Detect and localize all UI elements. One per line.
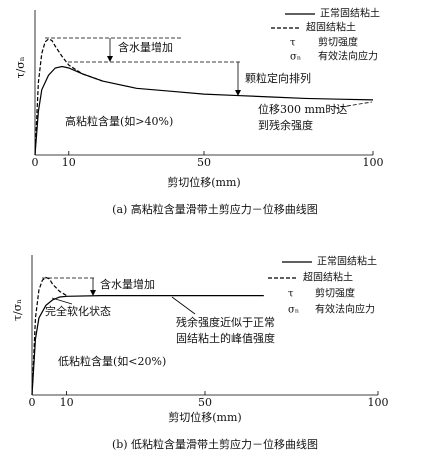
- curve: [34, 38, 103, 156]
- leader: [334, 101, 373, 109]
- annotation: 低粘粒含量(如<20%): [58, 354, 166, 368]
- caption: (a) 高粘粒含量滑带土剪应力－位移曲线图: [112, 202, 318, 216]
- annotation: 完全软化状态: [45, 304, 111, 318]
- legend-symbol: τ: [290, 38, 296, 49]
- legend-label: 正常固结粘土: [317, 255, 377, 268]
- x-tick-label: 100: [368, 396, 389, 409]
- annotation: 残余强度近似于正常: [176, 315, 275, 329]
- x-tick-label: 10: [60, 396, 74, 409]
- legend-label: 超固结粘土: [303, 271, 353, 284]
- x-tick-label: 50: [198, 396, 212, 409]
- x-tick-label: 0: [32, 156, 39, 169]
- x-tick-label: 100: [363, 156, 384, 169]
- legend-symbol-text: 剪切强度: [315, 287, 355, 300]
- annotation: 到残余强度: [258, 118, 313, 132]
- y-axis-label: τ/σₙ: [14, 56, 27, 78]
- x-axis-label: 剪切位移(mm): [167, 175, 240, 189]
- legend-symbol-text: 有效法向应力: [315, 303, 375, 316]
- annotation: 固结粘土的峰值强度: [176, 331, 275, 345]
- annotation: 含水量增加: [118, 40, 173, 54]
- annotation: 含水量增加: [100, 277, 155, 291]
- x-tick-label: 50: [197, 156, 211, 169]
- legend-symbol-text: 有效法向应力: [318, 50, 378, 63]
- x-tick-label: 10: [62, 156, 76, 169]
- arrow-head: [235, 90, 241, 96]
- legend-label: 正常固结粘土: [320, 7, 380, 20]
- annotation: 颗粒定向排列: [245, 71, 311, 85]
- x-axis-label: 剪切位移(mm): [168, 410, 241, 424]
- legend-symbol: σₙ: [290, 52, 301, 63]
- legend-symbol-text: 剪切强度: [318, 36, 358, 49]
- legend-symbol: τ: [288, 289, 294, 300]
- curve: [31, 276, 67, 396]
- leader: [171, 296, 196, 315]
- annotation: 高粘粒含量(如>40%): [65, 114, 173, 128]
- x-tick-label: 0: [29, 396, 36, 409]
- arrow-head: [90, 290, 96, 296]
- leader: [51, 297, 73, 305]
- legend-symbol: σₙ: [288, 305, 299, 316]
- annotation: 位移300 mm时达: [258, 102, 347, 116]
- curve: [31, 295, 264, 396]
- arrow-head: [107, 56, 113, 62]
- y-axis-label: τ/σₙ: [11, 299, 24, 321]
- caption: (b) 低粘粒含量滑带土剪应力－位移曲线图: [112, 437, 318, 451]
- legend-label: 超固结粘土: [306, 21, 356, 34]
